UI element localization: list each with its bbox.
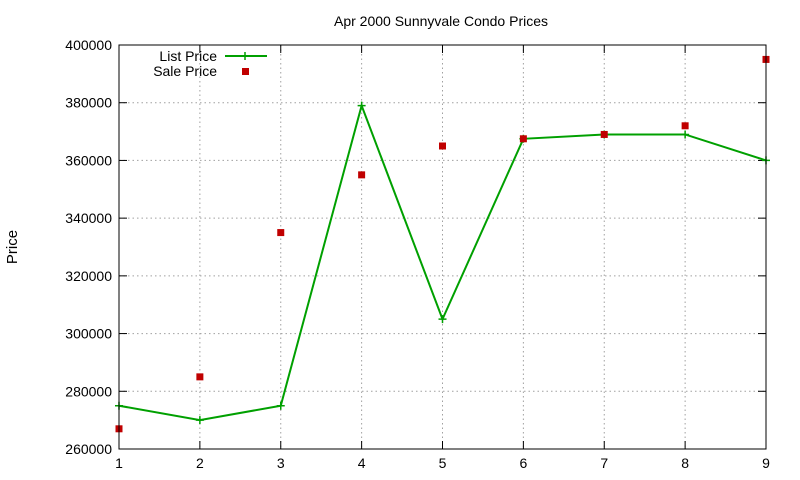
- plot-frame: [118, 44, 767, 450]
- sale-price-point: [681, 122, 689, 130]
- y-tick-label: 360000: [65, 152, 112, 168]
- x-tick-label: 5: [439, 455, 447, 471]
- axis-ticks: 260000 280000 300000 320000 340000 360000 3800…: [65, 37, 770, 471]
- y-tick-label: 340000: [65, 210, 112, 226]
- x-tick-label: 1: [115, 455, 123, 471]
- sale-price-point: [519, 135, 527, 143]
- sale-price-point: [439, 142, 446, 150]
- list-price-point: [438, 315, 447, 324]
- y-tick-label: 380000: [65, 95, 112, 111]
- grid: [119, 45, 766, 449]
- x-tick-label: 9: [762, 455, 770, 471]
- y-axis-label: Price: [4, 230, 21, 264]
- chart-title: Apr 2000 Sunnyvale Condo Prices: [334, 13, 548, 29]
- x-tick-label: 4: [358, 455, 366, 471]
- x-tick-label: 2: [196, 455, 204, 471]
- sale-price-point: [277, 229, 285, 237]
- series-line-list-price: [118, 102, 767, 422]
- legend-label-list-price: List Price: [159, 48, 217, 64]
- list-price-point: [681, 130, 690, 139]
- legend: List Price Sale Price: [153, 48, 267, 79]
- sale-price-point: [358, 171, 366, 179]
- y-tick-label: 260000: [65, 441, 112, 457]
- y-tick-label: 320000: [65, 268, 112, 284]
- x-tick-label: 7: [600, 455, 608, 471]
- sale-price-point: [600, 130, 608, 138]
- x-tick-label: 6: [519, 455, 527, 471]
- list-price-point: [276, 401, 285, 410]
- legend-marker-list-price: [241, 52, 249, 60]
- list-price-point: [357, 101, 366, 110]
- y-tick-label: 400000: [65, 37, 112, 53]
- y-tick-label: 300000: [65, 326, 112, 342]
- legend-marker-sale-price: [242, 68, 249, 75]
- x-tick-label: 3: [277, 455, 285, 471]
- x-tick-label: 8: [681, 455, 689, 471]
- y-tick-label: 280000: [65, 383, 112, 399]
- sale-price-point: [196, 373, 204, 381]
- legend-label-sale-price: Sale Price: [153, 63, 217, 79]
- list-price-point: [195, 416, 204, 425]
